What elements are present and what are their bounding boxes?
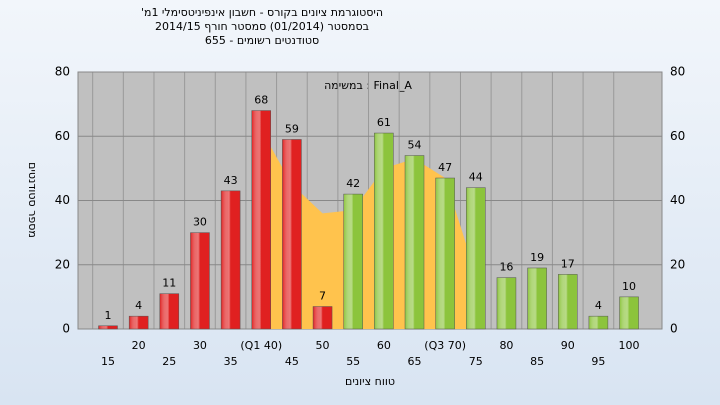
- y-tick-label: 60: [55, 129, 70, 143]
- bar: [98, 325, 118, 330]
- x-tick-label: (Q3 70): [424, 339, 466, 352]
- y-tick-label: 40: [55, 193, 70, 207]
- bar: [588, 315, 609, 330]
- bar: [282, 139, 302, 330]
- value-label: 4: [595, 299, 602, 312]
- value-label: 30: [193, 216, 207, 229]
- x-tick-label: (Q1 40): [240, 339, 282, 352]
- x-tick-label: 90: [561, 339, 575, 352]
- x-tick-label: 55: [346, 355, 360, 368]
- x-tick-label: 75: [469, 355, 483, 368]
- x-tick-label: 100: [619, 339, 640, 352]
- value-label: 16: [499, 261, 513, 274]
- x-tick-label: 20: [132, 339, 146, 352]
- x-tick-label: 45: [285, 355, 299, 368]
- x-tick-label: 60: [377, 339, 391, 352]
- value-label: 61: [377, 116, 391, 129]
- bar: [558, 274, 578, 330]
- value-label: 7: [319, 290, 326, 303]
- x-tick-label: 25: [162, 355, 176, 368]
- value-label: 68: [254, 94, 268, 107]
- bar: [128, 315, 149, 330]
- bar: [312, 306, 333, 330]
- y2-tick-label: 0: [670, 322, 678, 336]
- y2-tick-label: 40: [670, 193, 685, 207]
- value-label: 44: [469, 171, 483, 184]
- value-label: 59: [285, 122, 299, 135]
- y-tick-label: 20: [55, 257, 70, 271]
- x-axis-label: טווח ציונים: [345, 375, 395, 388]
- x-tick-label: 50: [316, 339, 330, 352]
- bar: [527, 267, 547, 330]
- y2-tick-label: 20: [670, 257, 685, 271]
- bar: [466, 187, 486, 330]
- y-tick-label: 0: [62, 322, 70, 336]
- chart-subtitle: בסמסטר (01/2014) סמסטר חורף 2014/15: [155, 20, 369, 33]
- x-tick-label: 65: [408, 355, 422, 368]
- bar: [496, 277, 517, 330]
- value-label: 17: [561, 257, 575, 270]
- bar: [404, 155, 425, 330]
- value-label: 1: [105, 309, 112, 322]
- bar: [374, 132, 394, 330]
- value-label: 42: [346, 177, 360, 190]
- bar: [343, 193, 363, 330]
- x-tick-label: 30: [193, 339, 207, 352]
- chart-subtitle: סטודנטים רשומים - 655: [205, 34, 319, 47]
- x-tick-label: 85: [530, 355, 544, 368]
- value-label: 11: [162, 277, 176, 290]
- value-label: 43: [224, 174, 238, 187]
- bar: [159, 293, 180, 330]
- value-label: 19: [530, 251, 544, 264]
- y2-tick-label: 60: [670, 129, 685, 143]
- y-axis-label: מספר סטודנטים: [26, 162, 39, 238]
- y2-tick-label: 80: [670, 65, 685, 79]
- chart-title: היסטוגרמת ציונים בקורס - חשבון אינפיניטס…: [141, 6, 383, 19]
- x-tick-label: 35: [224, 355, 238, 368]
- value-label: 4: [135, 299, 142, 312]
- x-tick-label: 15: [101, 355, 115, 368]
- bar: [190, 232, 210, 330]
- y-tick-label: 80: [55, 65, 70, 79]
- value-label: 47: [438, 161, 452, 174]
- bar: [220, 190, 241, 330]
- bar: [619, 296, 639, 330]
- x-tick-label: 95: [591, 355, 605, 368]
- bar: [251, 110, 271, 330]
- bar: [435, 177, 455, 330]
- x-tick-label: 80: [499, 339, 513, 352]
- value-label: 10: [622, 280, 636, 293]
- value-label: 54: [408, 139, 422, 152]
